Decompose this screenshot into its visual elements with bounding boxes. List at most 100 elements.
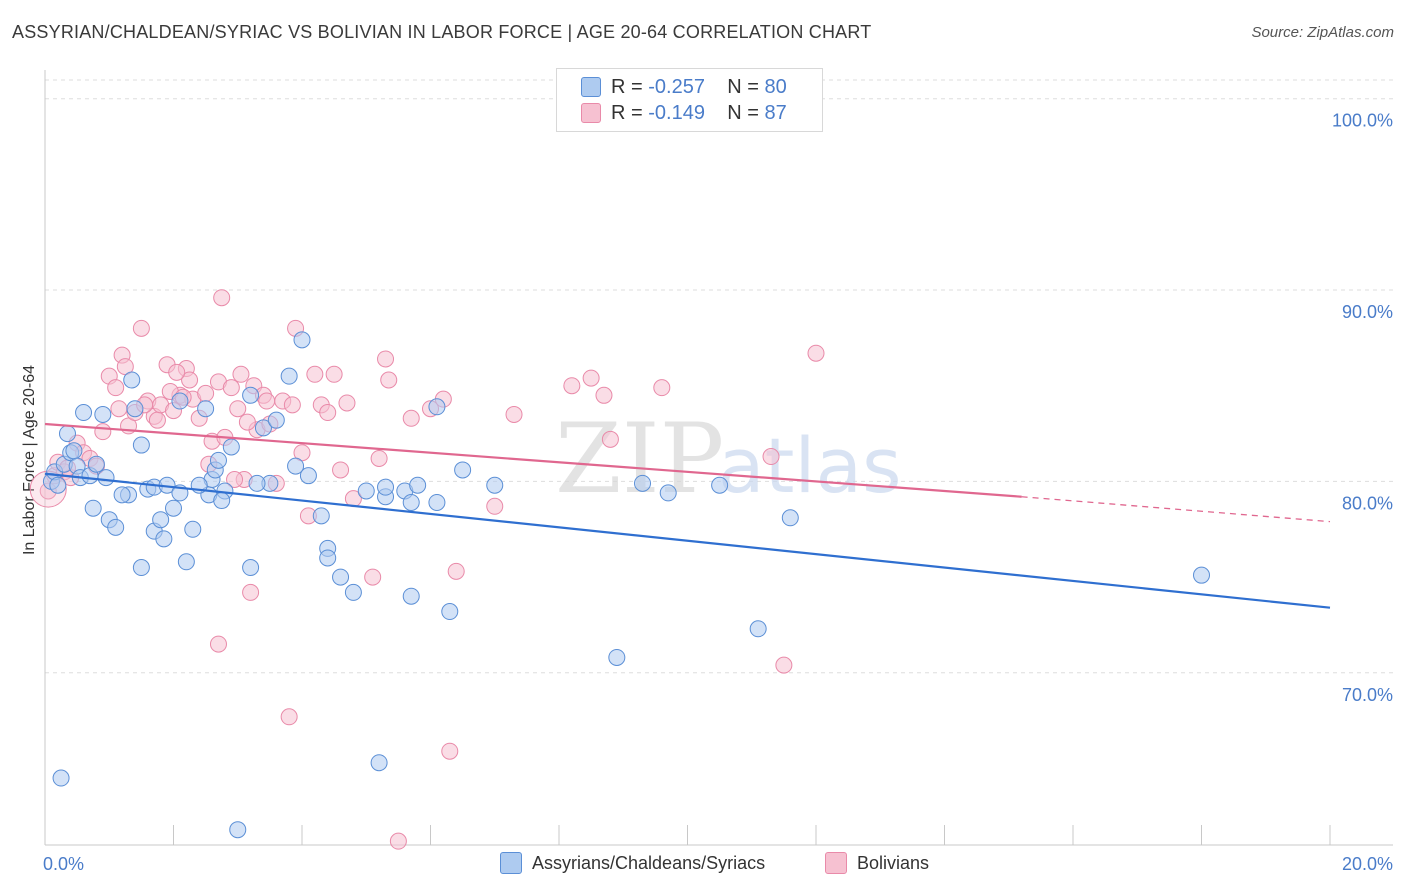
blue-data-point	[280, 367, 298, 385]
chart-title: ASSYRIAN/CHALDEAN/SYRIAC VS BOLIVIAN IN …	[12, 22, 872, 42]
n-label: N =	[727, 76, 759, 98]
blue-series	[42, 331, 1210, 839]
pink-data-point	[380, 371, 398, 389]
blue-data-point	[248, 474, 266, 492]
blue-data-point	[344, 583, 362, 601]
blue-data-point	[209, 451, 227, 469]
r-value: -0.257	[648, 76, 705, 98]
pink-data-point	[258, 392, 276, 410]
blue-data-point	[197, 400, 215, 418]
y-tick-label: 80.0%	[1342, 493, 1393, 513]
blue-data-point	[165, 499, 182, 517]
blue-data-point	[123, 371, 141, 389]
watermark-atlas: atlas	[718, 421, 902, 510]
pink-data-point	[283, 396, 301, 414]
blue-data-point	[254, 419, 272, 437]
blue-data-point	[107, 518, 125, 536]
blue-data-point	[229, 821, 247, 839]
legend-label: Assyrians/Chaldeans/Syriacs	[532, 853, 766, 873]
watermark-zip: ZIP	[555, 403, 724, 515]
blue-data-point	[213, 492, 231, 510]
pink-trend-line	[44, 422, 1022, 498]
pink-data-point	[601, 430, 619, 448]
blue-data-point	[113, 486, 131, 504]
pink-data-point	[325, 365, 343, 383]
blue-data-point	[293, 331, 311, 349]
r-value: -0.149	[648, 102, 705, 124]
blue-data-point	[177, 553, 195, 571]
pink-trend-extension	[1021, 496, 1331, 523]
blue-data-point	[287, 457, 305, 475]
pink-data-point	[582, 369, 600, 387]
tick-labels: 70.0% 80.0% 90.0% 100.0% 0.0% 20.0%	[43, 111, 1393, 874]
pink-data-point	[280, 708, 298, 726]
blue-data-point	[332, 568, 350, 586]
blue-data-point	[370, 754, 388, 772]
blue-data-point	[94, 405, 112, 423]
blue-data-point	[402, 493, 420, 511]
trend-lines	[44, 422, 1331, 609]
blue-data-point	[126, 400, 144, 418]
pink-data-point	[132, 319, 150, 337]
blue-data-point	[312, 507, 330, 525]
pink-data-point	[338, 394, 356, 412]
y-tick-label: 100.0%	[1332, 111, 1393, 131]
source-label: Source: ZipAtlas.com	[1251, 24, 1394, 41]
blue-data-point	[65, 442, 83, 460]
blue-data-point	[84, 499, 102, 517]
pink-data-point	[441, 742, 459, 760]
n-label: N =	[727, 102, 759, 124]
blue-data-point	[486, 476, 504, 494]
blue-data-point	[441, 603, 459, 621]
pink-data-point	[807, 344, 825, 362]
pink-data-point	[364, 568, 382, 586]
pink-data-point	[168, 363, 186, 381]
pink-data-point	[94, 423, 112, 441]
pink-data-point	[213, 289, 231, 307]
pink-data-point	[222, 379, 240, 397]
pink-data-point	[775, 656, 793, 674]
pink-data-point	[447, 562, 465, 580]
blue-data-point	[428, 493, 446, 511]
pink-data-point	[242, 583, 260, 601]
legend-label: Bolivians	[857, 853, 930, 873]
blue-data-point	[357, 482, 375, 500]
pink-data-point	[402, 409, 420, 427]
blue-data-point	[1193, 566, 1210, 584]
n-value: 87	[764, 102, 787, 124]
blue-data-point	[454, 461, 472, 479]
pink-data-point	[181, 371, 199, 389]
r-label: R =	[611, 76, 643, 98]
blue-data-point	[58, 425, 76, 443]
blue-data-point	[49, 476, 67, 494]
r-label: R =	[611, 102, 643, 124]
blue-data-point	[608, 648, 626, 666]
pink-data-point	[110, 400, 128, 418]
pink-data-point	[595, 386, 613, 404]
pink-data-point	[332, 461, 350, 479]
x-tick-label: 20.0%	[1342, 854, 1393, 874]
pink-data-point	[563, 377, 581, 395]
pink-data-point	[505, 405, 523, 423]
blue-data-point	[222, 438, 240, 456]
pink-data-point	[197, 384, 215, 402]
pink-data-point	[486, 497, 504, 515]
pink-data-point	[232, 365, 250, 383]
pink-data-point	[148, 411, 166, 429]
blue-data-point	[402, 587, 420, 605]
blue-data-point	[75, 404, 93, 422]
blue-data-point	[87, 455, 105, 473]
pink-data-point	[229, 400, 247, 418]
blue-data-point	[132, 559, 150, 577]
pink-data-point	[209, 635, 227, 653]
blue-swatch	[581, 77, 601, 97]
axes	[44, 70, 1393, 846]
blue-data-point	[132, 436, 150, 454]
pink-data-point	[226, 471, 244, 489]
n-value: 80	[764, 76, 787, 98]
blue-data-point	[409, 476, 427, 494]
blue-data-point	[242, 386, 260, 404]
pink-data-point	[319, 404, 337, 422]
blue-data-point	[299, 467, 317, 485]
